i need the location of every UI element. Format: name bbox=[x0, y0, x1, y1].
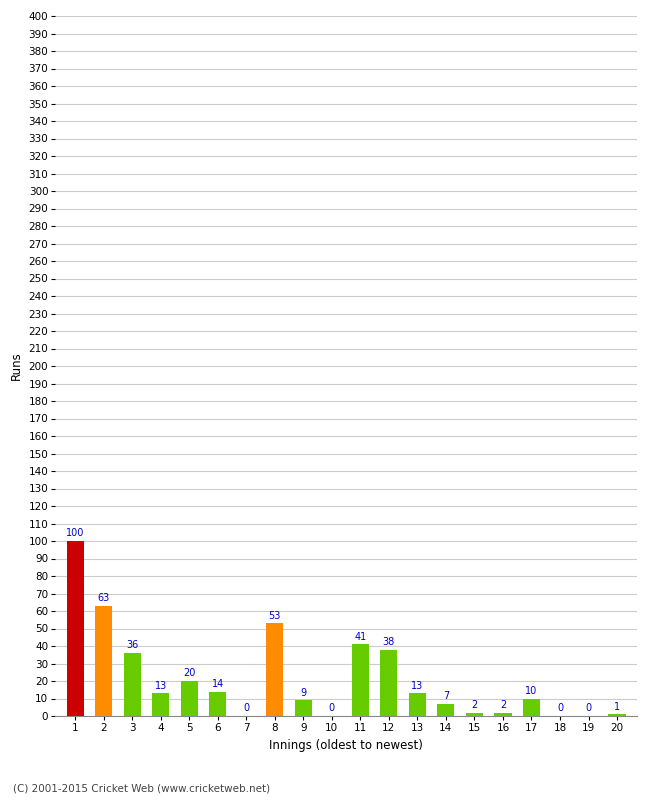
X-axis label: Innings (oldest to newest): Innings (oldest to newest) bbox=[269, 738, 423, 751]
Bar bbox=[266, 623, 283, 716]
Text: (C) 2001-2015 Cricket Web (www.cricketweb.net): (C) 2001-2015 Cricket Web (www.cricketwe… bbox=[13, 784, 270, 794]
Text: 20: 20 bbox=[183, 668, 196, 678]
Bar bbox=[352, 644, 369, 716]
Bar bbox=[495, 713, 512, 716]
Bar bbox=[437, 704, 454, 716]
Text: 0: 0 bbox=[329, 703, 335, 714]
Text: 36: 36 bbox=[126, 640, 138, 650]
Text: 13: 13 bbox=[411, 681, 424, 690]
Text: 0: 0 bbox=[243, 703, 250, 714]
Bar bbox=[380, 650, 397, 716]
Bar bbox=[124, 653, 141, 716]
Text: 9: 9 bbox=[300, 688, 306, 698]
Text: 0: 0 bbox=[557, 703, 563, 714]
Y-axis label: Runs: Runs bbox=[10, 352, 23, 380]
Text: 1: 1 bbox=[614, 702, 620, 712]
Bar bbox=[466, 713, 483, 716]
Text: 2: 2 bbox=[500, 700, 506, 710]
Bar bbox=[95, 606, 112, 716]
Text: 63: 63 bbox=[98, 593, 110, 603]
Text: 53: 53 bbox=[268, 610, 281, 621]
Bar bbox=[209, 691, 226, 716]
Bar bbox=[608, 714, 625, 716]
Bar bbox=[67, 541, 84, 716]
Text: 13: 13 bbox=[155, 681, 167, 690]
Text: 38: 38 bbox=[383, 637, 395, 647]
Text: 7: 7 bbox=[443, 691, 449, 701]
Text: 2: 2 bbox=[471, 700, 478, 710]
Text: 100: 100 bbox=[66, 528, 84, 538]
Text: 14: 14 bbox=[212, 679, 224, 689]
Text: 0: 0 bbox=[586, 703, 592, 714]
Bar bbox=[181, 681, 198, 716]
Bar bbox=[152, 694, 169, 716]
Bar bbox=[295, 700, 312, 716]
Bar bbox=[409, 694, 426, 716]
Text: 10: 10 bbox=[525, 686, 538, 696]
Text: 41: 41 bbox=[354, 632, 367, 642]
Bar bbox=[523, 698, 540, 716]
